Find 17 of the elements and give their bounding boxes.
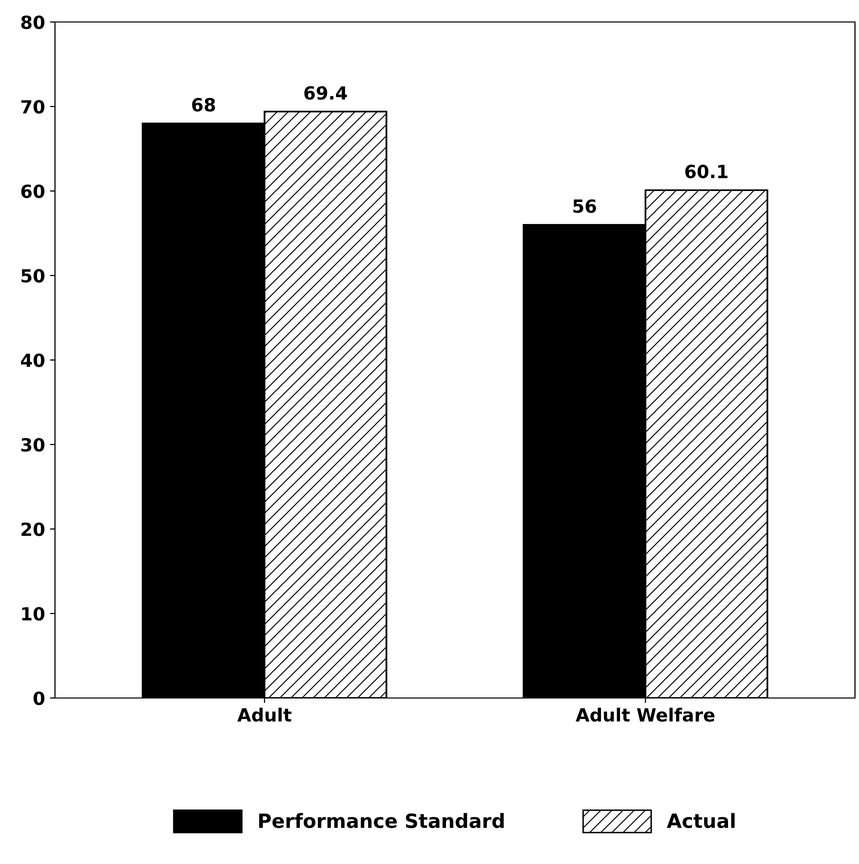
y-tick-label: 30	[21, 438, 44, 452]
y-tick-label: 70	[21, 100, 44, 114]
legend-label: Performance Standard	[259, 813, 504, 828]
data-label: 60.1	[685, 164, 728, 178]
y-tick-label: 80	[21, 15, 44, 30]
x-tick-label: Adult Welfare	[576, 708, 714, 722]
y-tick-label: 0	[34, 691, 44, 706]
y-tick-label: 60	[21, 184, 44, 198]
y-tick-label: 20	[22, 522, 44, 536]
data-label: 68	[192, 98, 216, 112]
y-tick-label: 10	[22, 606, 44, 621]
data-label: 69.4	[304, 86, 347, 100]
x-tick-label: Adult	[237, 708, 292, 722]
data-label: 56	[573, 199, 596, 213]
legend-label: Actual	[666, 813, 735, 828]
y-tick-label: 50	[22, 268, 44, 283]
y-tick-label: 40	[20, 353, 44, 368]
